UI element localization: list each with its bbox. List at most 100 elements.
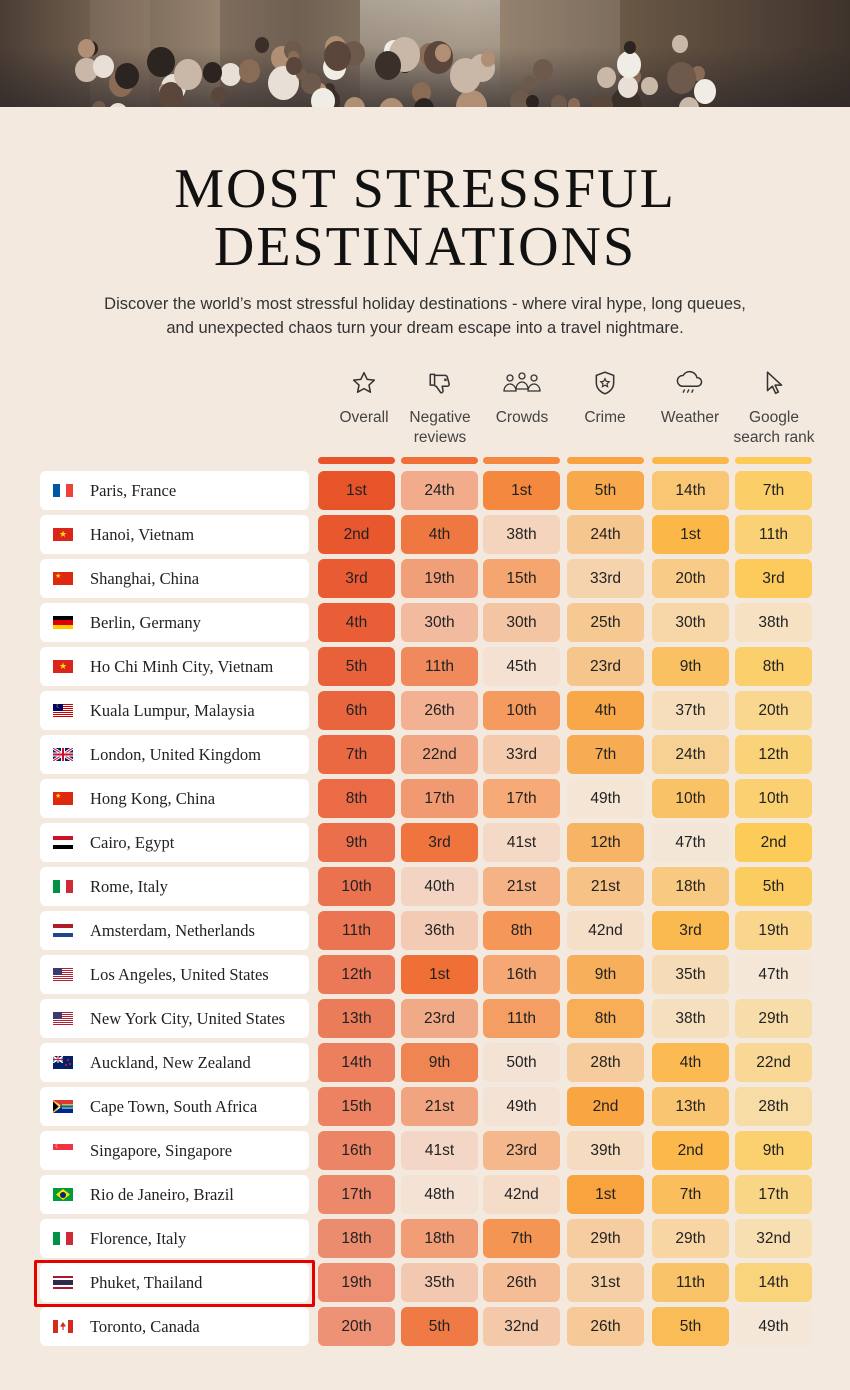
rank-cell-crime: 31st — [567, 1263, 644, 1302]
rank-cell-negative: 22nd — [401, 735, 478, 774]
column-accent-bar-overall — [318, 457, 395, 464]
column-accent-bar-crowds — [483, 457, 560, 464]
destination-label: ★ Ho Chi Minh City, Vietnam — [40, 647, 309, 686]
rain-cloud-icon — [649, 370, 731, 400]
rank-cell-crime: 26th — [567, 1307, 644, 1346]
destination-label: ☾ Singapore, Singapore — [40, 1131, 309, 1170]
crowd-figure — [238, 59, 261, 84]
crowd-figure — [93, 54, 115, 78]
crowd-figure — [287, 51, 300, 64]
rank-cell-overall: 18th — [318, 1219, 395, 1258]
crowd-figure — [174, 59, 203, 91]
flag-icon-vn: ★ — [53, 660, 73, 673]
rank-cell-weather: 35th — [652, 955, 729, 994]
flag-icon-us — [53, 968, 73, 981]
rank-cell-overall: 16th — [318, 1131, 395, 1170]
rank-cell-google: 22nd — [735, 1043, 812, 1082]
rank-cell-crime: 7th — [567, 735, 644, 774]
crowd-figure — [672, 35, 688, 53]
rank-cell-google: 3rd — [735, 559, 812, 598]
crowd-figure — [509, 90, 531, 107]
rank-cell-crime: 39th — [567, 1131, 644, 1170]
rank-cell-crowds: 30th — [483, 603, 560, 642]
flag-icon-sg: ☾ — [53, 1144, 73, 1157]
cursor-icon — [733, 370, 815, 400]
column-accent-bar-negative — [401, 457, 478, 464]
crowd-figure — [254, 37, 269, 53]
destination-label: ★ Hanoi, Vietnam — [40, 515, 309, 554]
crowd-figure — [678, 97, 699, 107]
rank-cell-crime: 8th — [567, 999, 644, 1038]
crowd-figure — [108, 103, 128, 107]
destination-name: Hong Kong, China — [90, 789, 216, 808]
subtitle-line-1: Discover the world’s most stressful holi… — [104, 295, 746, 313]
rank-cell-negative: 18th — [401, 1219, 478, 1258]
destination-name: Cairo, Egypt — [90, 833, 175, 852]
rank-cell-negative: 3rd — [401, 823, 478, 862]
flag-icon-it — [53, 1232, 73, 1245]
crowd-figure — [480, 51, 495, 67]
column-header-crime: Crime — [564, 370, 646, 428]
flag-icon-eg — [53, 836, 73, 849]
rank-cell-negative: 48th — [401, 1175, 478, 1214]
destination-label: New York City, United States — [40, 999, 309, 1038]
destination-label: ★ Hong Kong, China — [40, 779, 309, 818]
destination-label: ★ Shanghai, China — [40, 559, 309, 598]
rank-cell-google: 5th — [735, 867, 812, 906]
rank-cell-weather: 4th — [652, 1043, 729, 1082]
crowd-figure — [412, 82, 432, 104]
rank-cell-crime: 49th — [567, 779, 644, 818]
crowd-figure — [523, 76, 537, 91]
rank-cell-crowds: 50th — [483, 1043, 560, 1082]
rank-cell-crime: 25th — [567, 603, 644, 642]
rank-cell-crime: 29th — [567, 1219, 644, 1258]
rank-cell-weather: 10th — [652, 779, 729, 818]
rank-cell-crime: 4th — [567, 691, 644, 730]
rank-cell-weather: 9th — [652, 647, 729, 686]
flag-icon-vn: ★ — [53, 528, 73, 541]
crowd-figure — [618, 76, 639, 99]
destination-name: Cape Town, South Africa — [90, 1097, 258, 1116]
destination-label: ☾ Kuala Lumpur, Malaysia — [40, 691, 309, 730]
rank-cell-google: 8th — [735, 647, 812, 686]
rank-cell-crowds: 32nd — [483, 1307, 560, 1346]
destination-name: Paris, France — [90, 481, 177, 500]
crowd-figure — [623, 40, 636, 54]
crowd-figure — [296, 67, 308, 80]
destination-name: Auckland, New Zealand — [90, 1053, 251, 1072]
rank-cell-crime: 9th — [567, 955, 644, 994]
rank-cell-google: 20th — [735, 691, 812, 730]
rank-cell-overall: 9th — [318, 823, 395, 862]
rank-cell-google: 14th — [735, 1263, 812, 1302]
rank-cell-negative: 23rd — [401, 999, 478, 1038]
rank-cell-crime: 24th — [567, 515, 644, 554]
crowd-figure — [666, 61, 697, 95]
column-accent-bar-weather — [652, 457, 729, 464]
rank-cell-weather: 37th — [652, 691, 729, 730]
crowd-figure — [147, 46, 175, 77]
rank-cell-google: 32nd — [735, 1219, 812, 1258]
rank-cell-negative: 41st — [401, 1131, 478, 1170]
column-accent-bar-google — [735, 457, 812, 464]
destination-name: Hanoi, Vietnam — [90, 525, 195, 544]
crowd-figure — [414, 98, 435, 107]
page-title: MOST STRESSFUL DESTINATIONS — [0, 160, 850, 276]
destination-label: Toronto, Canada — [40, 1307, 309, 1346]
rank-cell-crime: 1st — [567, 1175, 644, 1214]
crowd-figure — [532, 58, 553, 81]
highlight-box-phuket — [34, 1260, 315, 1307]
rank-cell-weather: 7th — [652, 1175, 729, 1214]
crowd-figure — [526, 94, 540, 107]
rank-cell-crime: 33rd — [567, 559, 644, 598]
rank-cell-overall: 13th — [318, 999, 395, 1038]
rank-cell-crowds: 49th — [483, 1087, 560, 1126]
flag-icon-it — [53, 880, 73, 893]
rank-cell-google: 12th — [735, 735, 812, 774]
crowd-figure — [75, 57, 98, 83]
title-line-1: MOST STRESSFUL — [174, 158, 676, 220]
destination-name: Rome, Italy — [90, 877, 168, 896]
rank-cell-google: 19th — [735, 911, 812, 950]
rank-cell-crowds: 42nd — [483, 1175, 560, 1214]
rank-cell-overall: 7th — [318, 735, 395, 774]
destination-label: Auckland, New Zealand — [40, 1043, 309, 1082]
